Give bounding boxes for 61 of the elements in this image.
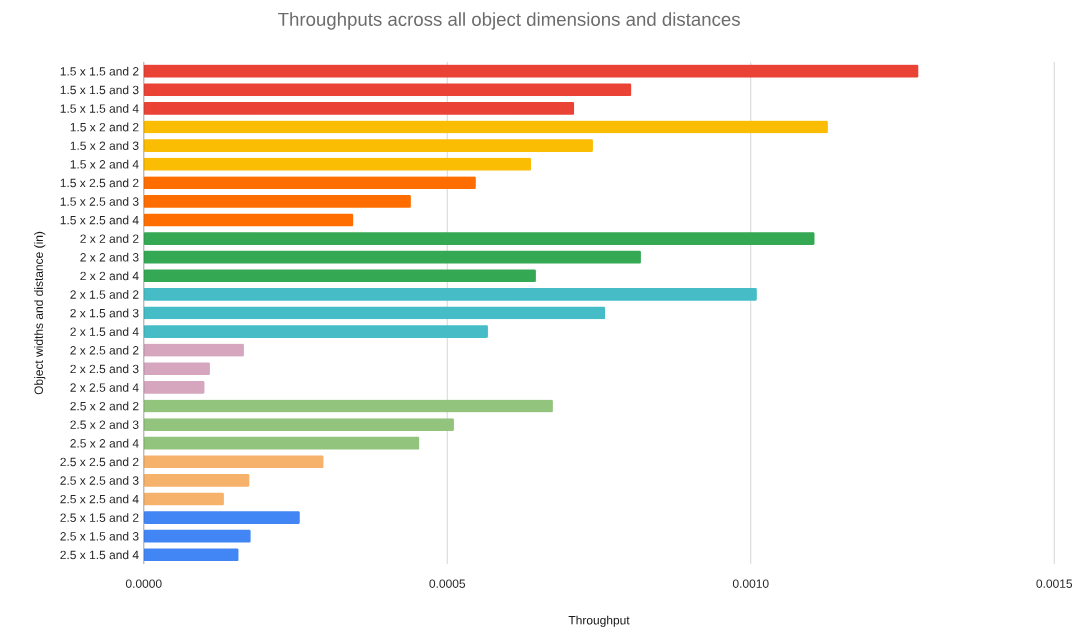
bar <box>143 157 532 171</box>
y-tick-label: 1.5 x 2.5 and 4 <box>60 215 139 225</box>
bar <box>143 325 488 338</box>
y-tick-label: 1.5 x 2.5 and 2 <box>60 178 139 188</box>
chart-title: Throughputs across all object dimensions and distances <box>278 12 740 30</box>
y-tick-label: 1.5 x 1.5 and 4 <box>60 103 139 113</box>
y-tick-label: 1.5 x 2 and 4 <box>70 159 139 169</box>
bar <box>143 101 575 115</box>
y-tick-label: 1.5 x 2.5 and 3 <box>60 196 139 206</box>
bar <box>143 473 250 487</box>
y-tick-label: 2 x 2.5 and 4 <box>70 382 139 392</box>
bar <box>143 232 815 245</box>
bar <box>143 399 553 413</box>
y-tick-label: 1.5 x 2 and 2 <box>70 122 139 132</box>
y-tick-label: 2.5 x 2.5 and 4 <box>60 494 139 504</box>
bar <box>143 250 641 264</box>
y-tick-label: 2 x 1.5 and 2 <box>70 289 139 299</box>
y-tick-label: 2.5 x 1.5 and 2 <box>60 513 139 522</box>
x-tick-label: 0.0010 <box>732 579 769 588</box>
y-tick-label: 2 x 2 and 3 <box>80 252 139 262</box>
bar <box>143 380 205 394</box>
y-axis-title: Object widths and distance (in) <box>34 231 46 395</box>
bar <box>143 492 224 506</box>
y-tick-label: 2 x 1.5 and 3 <box>70 308 139 318</box>
y-tick-label: 2.5 x 2 and 2 <box>70 401 139 411</box>
bar <box>143 213 354 227</box>
bar <box>143 83 632 96</box>
bar <box>143 343 244 357</box>
y-tick-label: 2.5 x 2.5 and 3 <box>60 475 139 485</box>
x-tick-label: 0.0015 <box>1036 579 1073 588</box>
y-tick-label: 2 x 1.5 and 4 <box>70 327 139 336</box>
bar <box>143 176 476 189</box>
bar <box>143 529 251 543</box>
bar <box>143 548 239 561</box>
x-tick-label: 0.0000 <box>125 579 162 588</box>
y-tick-label: 2 x 2 and 4 <box>80 271 139 281</box>
bar <box>143 120 828 134</box>
bar <box>143 362 210 375</box>
y-tick-label: 2.5 x 2 and 4 <box>70 438 139 448</box>
y-tick-label: 2 x 2.5 and 3 <box>70 364 139 374</box>
bar <box>143 269 536 282</box>
bar <box>143 287 757 301</box>
y-tick-label: 1.5 x 1.5 and 3 <box>60 85 139 95</box>
y-tick-label: 1.5 x 1.5 and 2 <box>60 66 139 76</box>
x-tick-label: 0.0005 <box>429 579 466 588</box>
y-tick-label: 2 x 2.5 and 2 <box>70 345 139 355</box>
x-axis-title: Throughput <box>568 615 630 627</box>
y-tick-label: 1.5 x 2 and 3 <box>70 141 139 150</box>
bar <box>143 64 919 78</box>
bar <box>143 511 300 524</box>
bar <box>143 194 411 208</box>
y-tick-label: 2.5 x 2 and 3 <box>70 420 139 429</box>
y-tick-label: 2 x 2 and 2 <box>80 234 139 243</box>
bar <box>143 306 606 320</box>
y-tick-label: 2.5 x 2.5 and 2 <box>60 457 139 467</box>
bar <box>143 418 454 431</box>
y-tick-label: 2.5 x 1.5 and 3 <box>60 531 139 541</box>
bar <box>143 139 593 152</box>
bar <box>143 436 420 450</box>
bar <box>143 455 324 468</box>
y-tick-label: 2.5 x 1.5 and 4 <box>60 550 139 560</box>
